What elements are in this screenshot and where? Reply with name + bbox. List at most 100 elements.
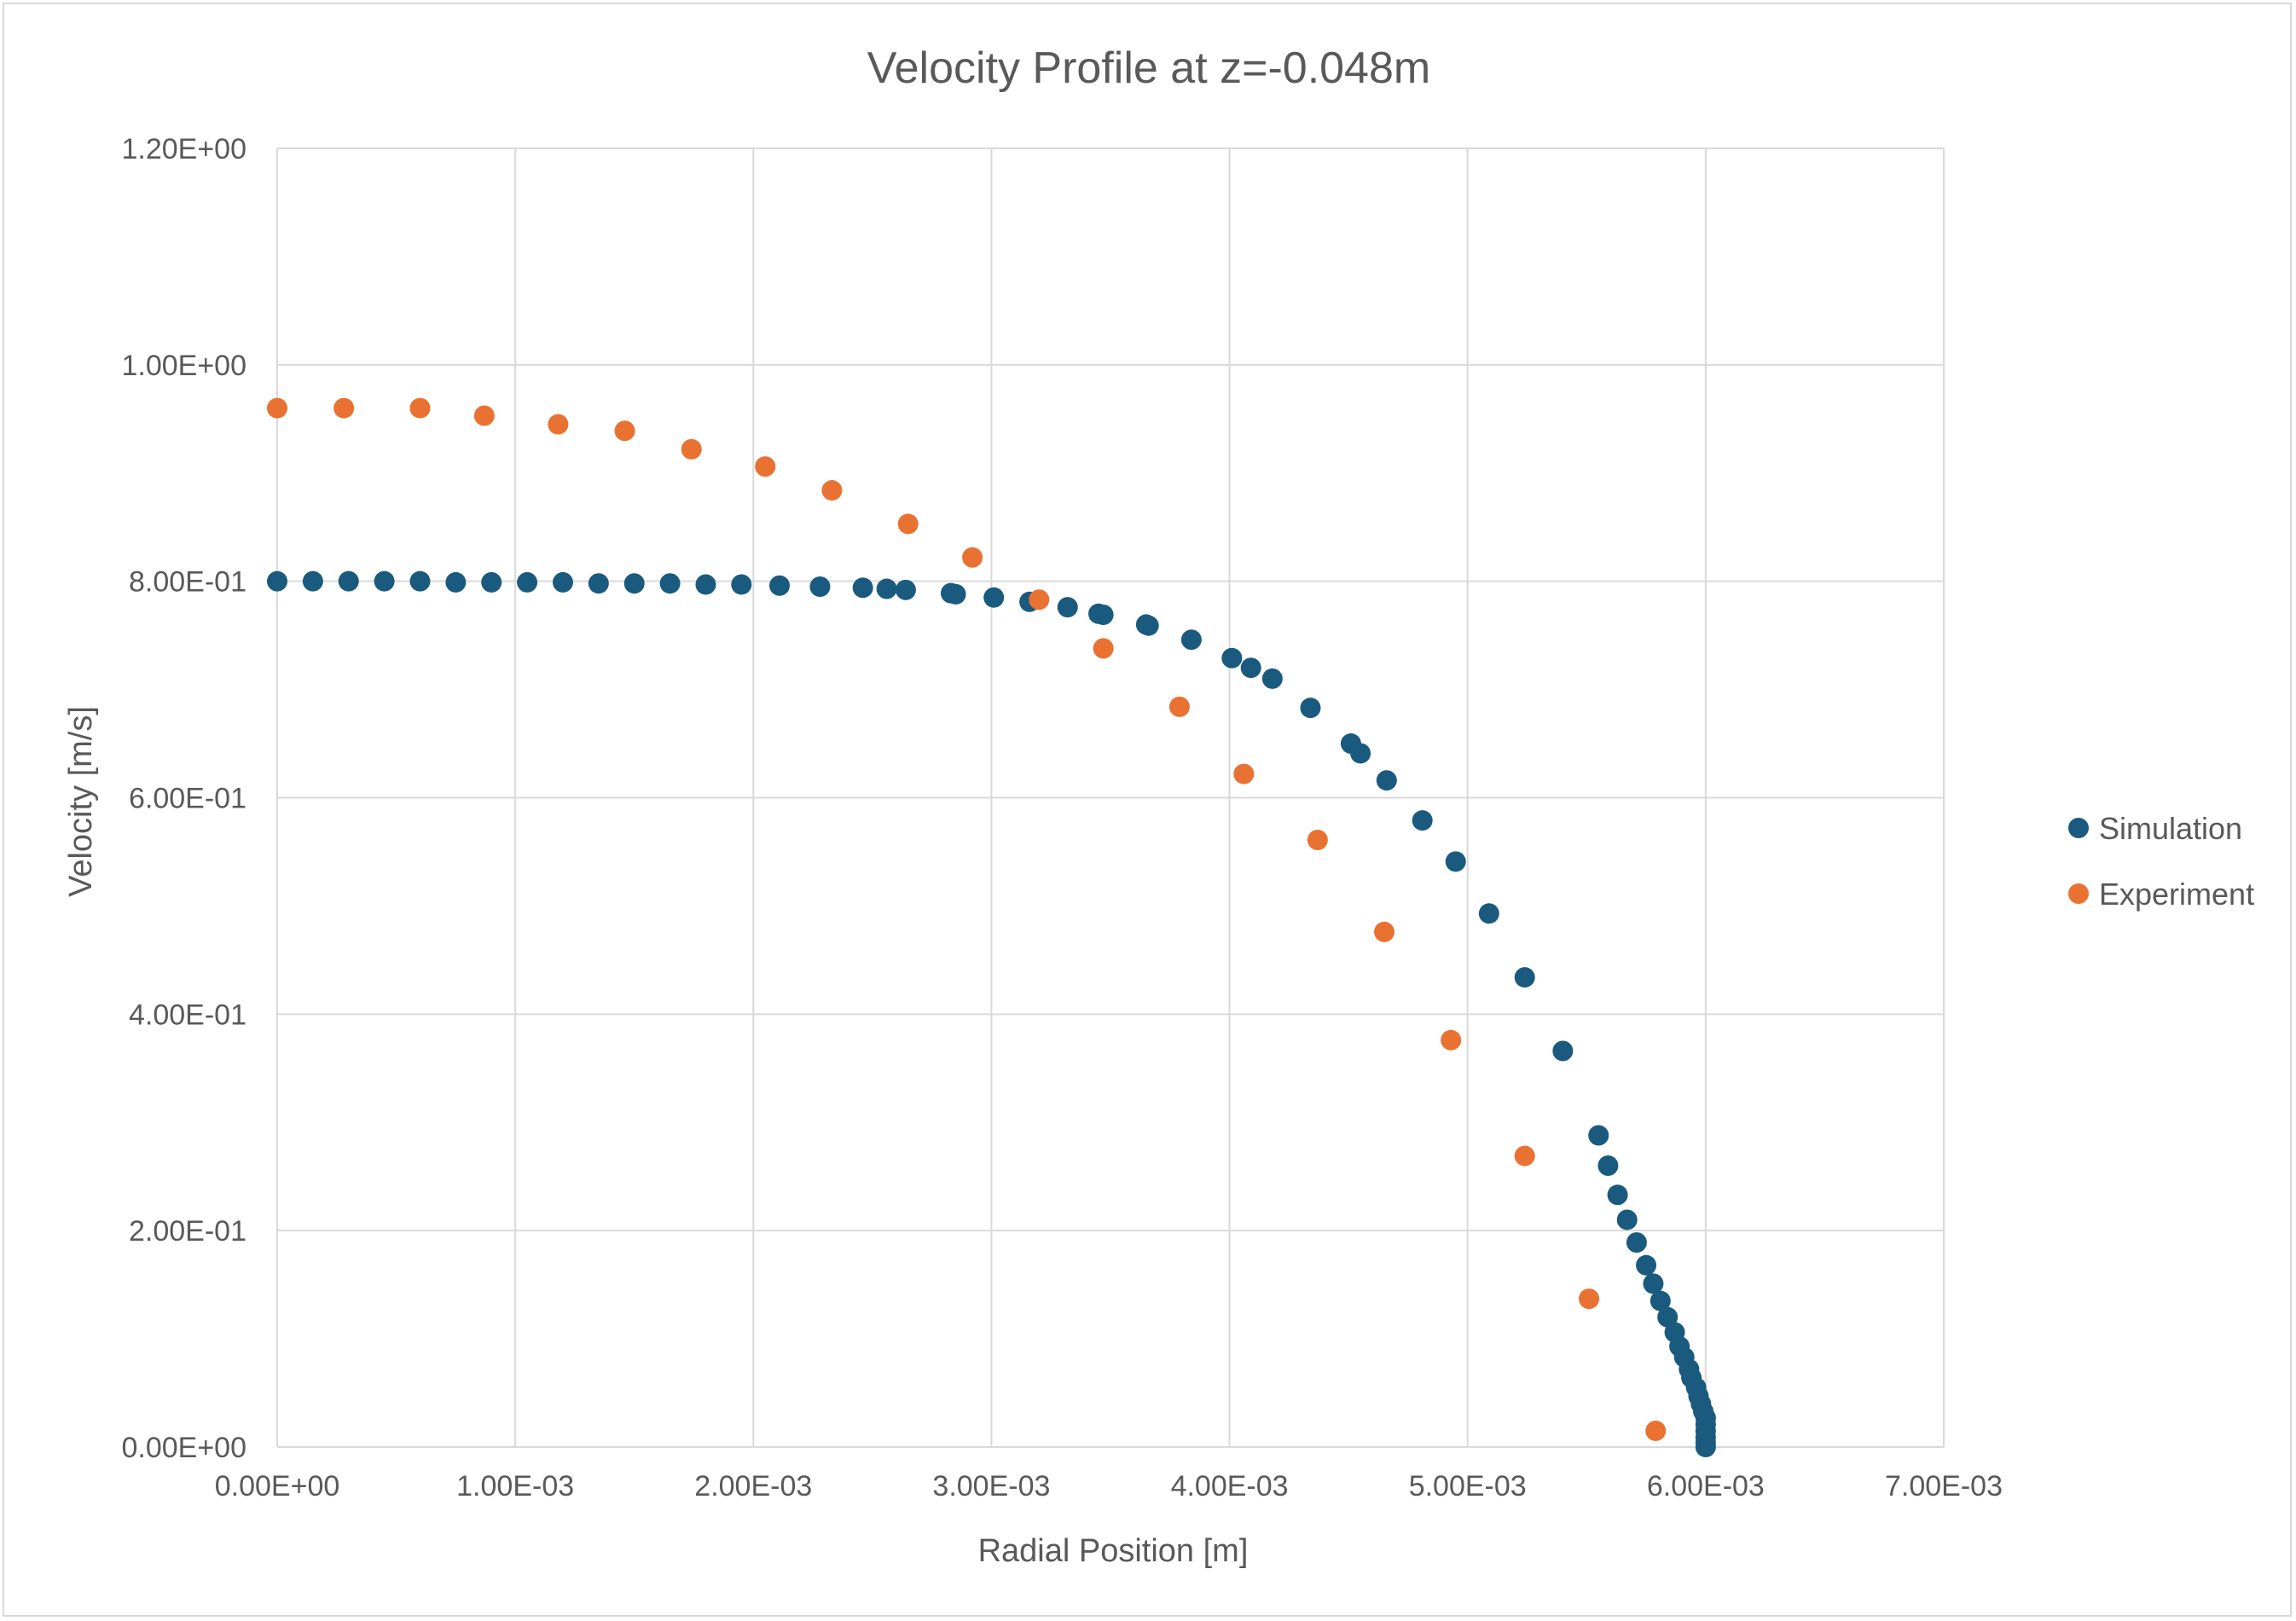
data-point-experiment <box>267 397 287 419</box>
x-tick-label: 3.00E-03 <box>932 1470 1050 1502</box>
x-tick-label: 0.00E+00 <box>215 1470 340 1502</box>
legend-item-experiment: Experiment <box>2068 877 2254 912</box>
data-point-simulation <box>1616 1209 1638 1230</box>
data-point-simulation <box>302 570 323 592</box>
data-point-simulation <box>1478 903 1499 924</box>
data-point-simulation <box>659 573 681 594</box>
data-point-simulation <box>1657 1306 1679 1328</box>
data-point-experiment <box>1579 1288 1600 1310</box>
data-point-experiment <box>1168 696 1190 717</box>
data-point-experiment <box>409 397 431 419</box>
x-tick-label: 6.00E-03 <box>1647 1470 1765 1502</box>
data-point-simulation <box>409 570 431 592</box>
data-point-experiment <box>1093 638 1114 659</box>
data-point-experiment <box>1374 921 1395 942</box>
data-point-simulation <box>1695 1437 1716 1457</box>
data-point-simulation <box>1588 1125 1609 1146</box>
y-tick-label: 8.00E-01 <box>129 566 246 599</box>
y-tick-label: 1.20E+00 <box>121 133 246 165</box>
y-axis-title: Velocity [m/s] <box>63 706 99 897</box>
data-point-simulation <box>1552 1040 1574 1062</box>
x-tick-label: 2.00E-03 <box>694 1470 812 1502</box>
data-point-experiment <box>755 456 776 478</box>
data-point-simulation <box>1514 967 1535 988</box>
data-point-simulation <box>895 579 916 600</box>
data-point-experiment <box>821 480 843 501</box>
data-point-simulation <box>1376 770 1397 791</box>
legend-marker <box>2068 818 2089 838</box>
data-point-simulation <box>695 574 716 595</box>
legend-label: Experiment <box>2099 877 2254 912</box>
data-point-simulation <box>588 573 609 594</box>
y-tick-label: 6.00E-01 <box>129 783 246 815</box>
x-tick-label: 5.00E-03 <box>1409 1470 1527 1502</box>
data-point-experiment <box>548 414 569 435</box>
data-point-simulation <box>1221 647 1243 669</box>
data-point-simulation <box>768 575 790 596</box>
data-point-simulation <box>552 571 573 593</box>
data-point-simulation <box>1350 743 1371 764</box>
data-point-simulation <box>876 578 897 599</box>
legend-marker <box>2068 883 2089 904</box>
data-point-simulation <box>1093 605 1114 626</box>
y-tick-label: 0.00E+00 <box>121 1432 246 1464</box>
data-point-simulation <box>983 587 1005 608</box>
y-tick-label: 1.00E+00 <box>121 350 246 382</box>
data-point-simulation <box>731 574 752 595</box>
data-point-experiment <box>681 438 702 460</box>
data-point-experiment <box>1514 1145 1535 1167</box>
data-point-experiment <box>1645 1420 1667 1441</box>
data-point-simulation <box>445 571 467 593</box>
data-point-simulation <box>1643 1273 1664 1294</box>
data-point-simulation <box>1597 1155 1619 1177</box>
data-point-experiment <box>1029 589 1050 611</box>
data-point-experiment <box>897 513 919 535</box>
data-point-experiment <box>473 405 495 426</box>
chart-frame: 0.00E+00 1.00E-03 2.00E-03 3.00E-03 4.00E-03… <box>3 3 2292 1617</box>
y-tick-label: 2.00E-01 <box>129 1215 246 1248</box>
data-point-simulation <box>1626 1232 1647 1253</box>
legend-item-simulation: Simulation <box>2068 811 2242 846</box>
data-point-experiment <box>614 420 635 442</box>
data-point-simulation <box>481 571 502 593</box>
chart-svg: 0.00E+00 1.00E-03 2.00E-03 3.00E-03 4.00E-03… <box>63 43 2254 1569</box>
data-point-simulation <box>1650 1290 1671 1311</box>
data-point-simulation <box>623 573 645 594</box>
data-point-simulation <box>374 570 395 592</box>
data-point-simulation <box>1138 615 1159 636</box>
data-point-simulation <box>1636 1254 1657 1276</box>
data-point-simulation <box>1240 657 1261 679</box>
data-point-simulation <box>1057 597 1078 618</box>
data-point-experiment <box>1307 829 1328 850</box>
data-point-simulation <box>809 576 831 598</box>
legend-label: Simulation <box>2099 811 2242 846</box>
legend: Simulation Experiment <box>2068 811 2254 912</box>
data-point-simulation <box>338 570 359 592</box>
data-point-simulation <box>517 571 538 593</box>
data-point-simulation <box>1412 810 1433 831</box>
data-point-experiment <box>962 547 983 568</box>
series-experiment <box>267 397 1667 1441</box>
data-point-simulation <box>267 570 287 592</box>
y-tick-labels: 0.00E+00 2.00E-01 4.00E-01 6.00E-01 8.00E-01… <box>121 133 246 1464</box>
x-tick-labels: 0.00E+00 1.00E-03 2.00E-03 3.00E-03 4.00E-03… <box>215 1470 2003 1502</box>
data-point-simulation <box>852 577 873 599</box>
chart-title: Velocity Profile at z=-0.048m <box>867 43 1430 93</box>
data-point-simulation <box>1300 698 1321 719</box>
gridlines <box>276 148 1945 1448</box>
x-tick-label: 1.00E-03 <box>456 1470 574 1502</box>
data-point-simulation <box>1261 668 1283 689</box>
data-point-simulation <box>945 583 966 605</box>
series-simulation <box>267 570 1716 1457</box>
data-points <box>267 397 1716 1457</box>
x-axis-title: Radial Position [m] <box>978 1533 1249 1569</box>
data-point-experiment <box>1441 1029 1462 1051</box>
data-point-experiment <box>1233 763 1255 784</box>
data-point-simulation <box>1180 629 1202 651</box>
y-tick-label: 4.00E-01 <box>129 999 246 1031</box>
data-point-simulation <box>1607 1184 1628 1206</box>
x-tick-label: 7.00E-03 <box>1885 1470 2003 1502</box>
x-tick-label: 4.00E-03 <box>1171 1470 1289 1502</box>
data-point-simulation <box>1445 851 1466 872</box>
data-point-experiment <box>333 397 355 419</box>
